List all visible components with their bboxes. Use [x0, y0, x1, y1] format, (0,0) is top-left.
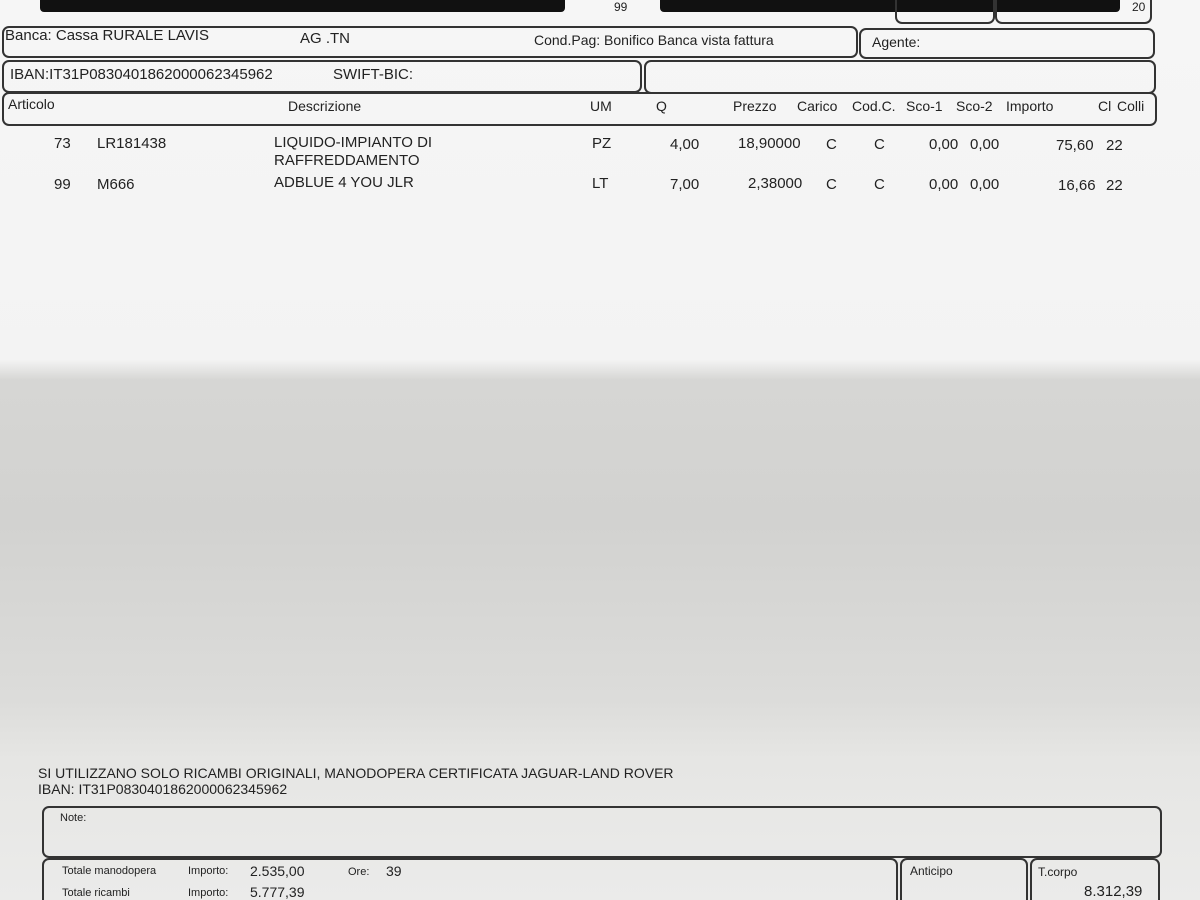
importo-label: Importo: — [188, 887, 229, 899]
row-um: LT — [592, 175, 609, 192]
tcorpo-value: 8.312,39 — [1084, 883, 1143, 900]
row-num: 99 — [54, 176, 71, 193]
col-sco1: Sco-1 — [906, 98, 943, 114]
header-partial: 99 — [614, 0, 628, 14]
manodopera-label: Totale manodopera — [62, 865, 157, 877]
row-desc: RAFFREDDAMENTO — [274, 152, 420, 169]
row-carico: C — [826, 176, 837, 193]
swift: SWIFT-BIC: — [333, 66, 413, 83]
col-importo: Importo — [1006, 98, 1054, 114]
col-prezzo: Prezzo — [733, 98, 777, 114]
row-um: PZ — [592, 135, 612, 152]
row-cl: 22 — [1106, 177, 1123, 194]
importo-label: Importo: — [188, 865, 229, 877]
col-carico: Carico — [797, 98, 838, 114]
totals-box — [42, 858, 898, 900]
ag: AG .TN — [300, 30, 351, 47]
anticipo-label: Anticipo — [910, 864, 953, 878]
ricambi-label: Totale ricambi — [62, 887, 130, 899]
row-importo: 16,66 — [1058, 177, 1096, 194]
ore: 39 — [386, 863, 402, 879]
table-header — [2, 92, 1157, 126]
col-um: UM — [590, 98, 612, 114]
header-box — [895, 0, 995, 24]
row-carico: C — [826, 136, 837, 153]
note-label: Note: — [60, 812, 87, 824]
row-num: 73 — [54, 135, 71, 152]
row-prezzo: 18,90000 — [738, 135, 801, 152]
header-box — [995, 0, 1152, 24]
col-colli: Colli — [1117, 98, 1145, 114]
redaction-bar — [660, 0, 1120, 12]
row-prezzo: 2,38000 — [748, 175, 803, 192]
iban: IBAN:IT31P0830401862000062345962 — [10, 66, 273, 83]
manodopera-importo: 2.535,00 — [250, 863, 305, 879]
cond-pag: Cond.Pag: Bonifico Banca vista fattura — [534, 32, 774, 48]
row-desc: ADBLUE 4 YOU JLR — [274, 174, 414, 191]
col-sco2: Sco-2 — [956, 98, 993, 114]
col-q: Q — [656, 98, 667, 114]
header-partial: 20 — [1132, 0, 1146, 14]
note-box — [42, 806, 1162, 858]
row-codc: C — [874, 136, 885, 153]
banca: Banca: Cassa RURALE LAVIS — [5, 27, 209, 44]
row-sco2: 0,00 — [970, 136, 1000, 153]
row-sco1: 0,00 — [929, 136, 959, 153]
ore-label: Ore: — [348, 866, 370, 878]
row-q: 7,00 — [670, 176, 700, 193]
agente-box — [859, 28, 1155, 59]
row-codc: C — [874, 176, 885, 193]
agente: Agente: — [872, 34, 921, 50]
row-sco1: 0,00 — [929, 176, 959, 193]
row-importo: 75,60 — [1056, 137, 1094, 154]
bank-box — [2, 26, 858, 58]
row-cl: 22 — [1106, 137, 1123, 154]
col-cl: Cl — [1098, 98, 1112, 114]
row-code: M666 — [97, 176, 135, 193]
row-q: 4,00 — [670, 136, 700, 153]
row-desc: LIQUIDO-IMPIANTO DI — [274, 134, 433, 151]
tcorpo-box — [1030, 858, 1160, 900]
col-articolo: Articolo — [8, 96, 55, 112]
col-descrizione: Descrizione — [288, 98, 362, 114]
col-codc: Cod.C. — [852, 98, 896, 114]
ricambi-importo: 5.777,39 — [250, 884, 305, 900]
row-code: LR181438 — [97, 135, 167, 152]
anticipo-box — [900, 858, 1028, 900]
row-sco2: 0,00 — [970, 176, 1000, 193]
footer-notice: SI UTILIZZANO SOLO RICAMBI ORIGINALI, MA… — [38, 765, 674, 781]
footer-iban: IBAN: IT31P0830401862000062345962 — [38, 781, 288, 797]
tcorpo-label: T.corpo — [1038, 865, 1078, 879]
swift-box — [644, 60, 1156, 94]
redaction-bar — [40, 0, 565, 12]
